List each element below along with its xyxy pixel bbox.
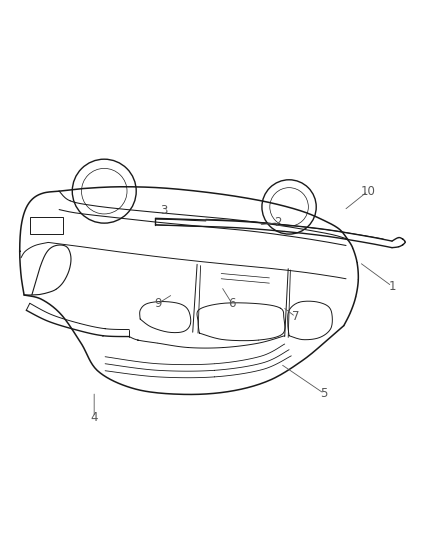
Text: 5: 5 xyxy=(321,387,328,400)
Text: 7: 7 xyxy=(292,310,300,324)
Bar xyxy=(30,217,63,234)
Text: 10: 10 xyxy=(360,184,375,198)
Text: 9: 9 xyxy=(154,297,162,310)
Text: 3: 3 xyxy=(161,204,168,217)
Text: 4: 4 xyxy=(90,411,98,424)
Text: 6: 6 xyxy=(228,297,236,310)
Text: 2: 2 xyxy=(274,216,282,229)
Text: 1: 1 xyxy=(388,280,396,293)
